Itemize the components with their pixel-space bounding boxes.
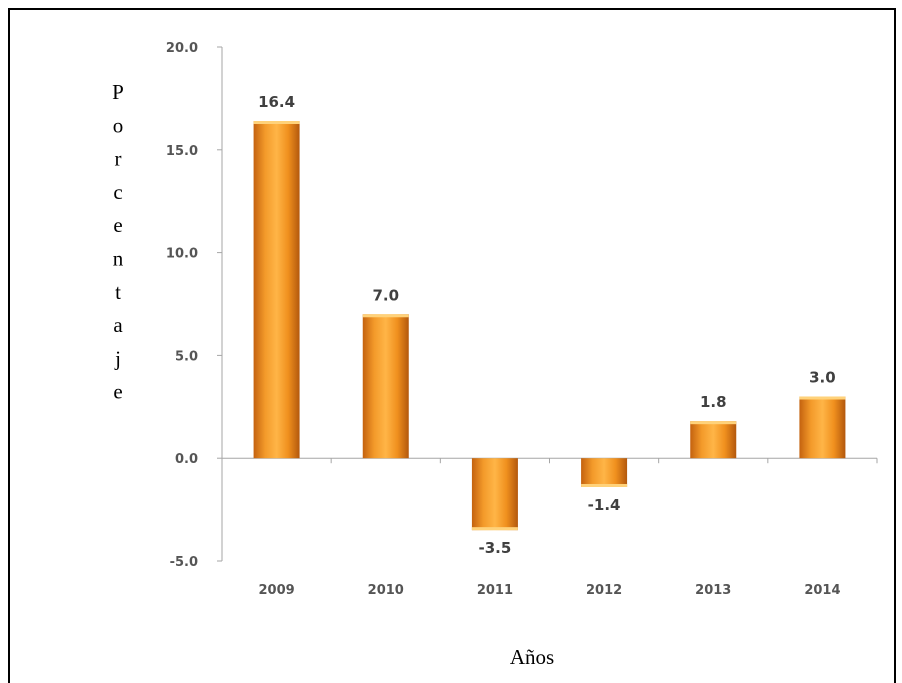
bar <box>471 458 518 531</box>
x-tick-label: 2009 <box>258 583 294 598</box>
y-tick-label: 5.0 <box>175 349 198 364</box>
x-tick-label: 2013 <box>695 583 731 598</box>
bar-cap <box>253 121 300 125</box>
y-axis-title-letter: j <box>114 346 121 370</box>
y-tick-label: 15.0 <box>166 144 198 159</box>
y-axis-title-letter: P <box>112 80 124 104</box>
data-label: 7.0 <box>372 286 399 304</box>
x-tick-label: 2012 <box>586 583 622 598</box>
y-axis: 20.0 15.0 10.0 5.0 0.0 -5.0 <box>166 41 223 570</box>
x-tick-label: 2011 <box>477 583 513 598</box>
y-axis-title-letter: t <box>115 280 121 304</box>
y-tick-label: 0.0 <box>175 452 198 467</box>
bar-cap <box>362 314 409 318</box>
bar <box>581 458 628 487</box>
y-tick-label: 10.0 <box>166 247 198 262</box>
data-label: -1.4 <box>588 496 621 514</box>
y-axis-title-letter: a <box>113 313 123 337</box>
bar-cap <box>471 527 518 531</box>
x-tick-label: 2010 <box>368 583 404 598</box>
y-axis-title-letter: e <box>113 213 122 237</box>
y-axis-title-letter: c <box>113 180 122 204</box>
y-tick-label: 20.0 <box>166 41 198 56</box>
bar-cap <box>581 483 628 487</box>
x-tick-label: 2014 <box>804 583 840 598</box>
data-label: 1.8 <box>700 393 727 411</box>
bar <box>253 121 300 459</box>
chart-frame <box>8 8 896 683</box>
bar-cap <box>690 421 737 425</box>
bars <box>253 121 846 531</box>
bar <box>799 396 846 459</box>
x-axis-title: Años <box>510 645 554 669</box>
y-axis-title-letter: r <box>115 147 122 171</box>
bar <box>362 314 409 459</box>
data-label: 16.4 <box>258 93 295 111</box>
data-labels: 16.4 7.0 -3.5 -1.4 1.8 3.0 <box>258 93 836 557</box>
y-axis-title-letter: e <box>113 380 122 404</box>
data-label: -3.5 <box>479 539 512 557</box>
x-axis: 2009 2010 2011 2012 2013 2014 <box>221 457 878 598</box>
y-tick-label: -5.0 <box>170 555 198 570</box>
bar <box>690 421 737 459</box>
bar-cap <box>799 396 846 400</box>
y-axis-title-letter: n <box>113 247 124 271</box>
y-axis-title-letter: o <box>113 113 124 137</box>
data-label: 3.0 <box>809 369 836 387</box>
